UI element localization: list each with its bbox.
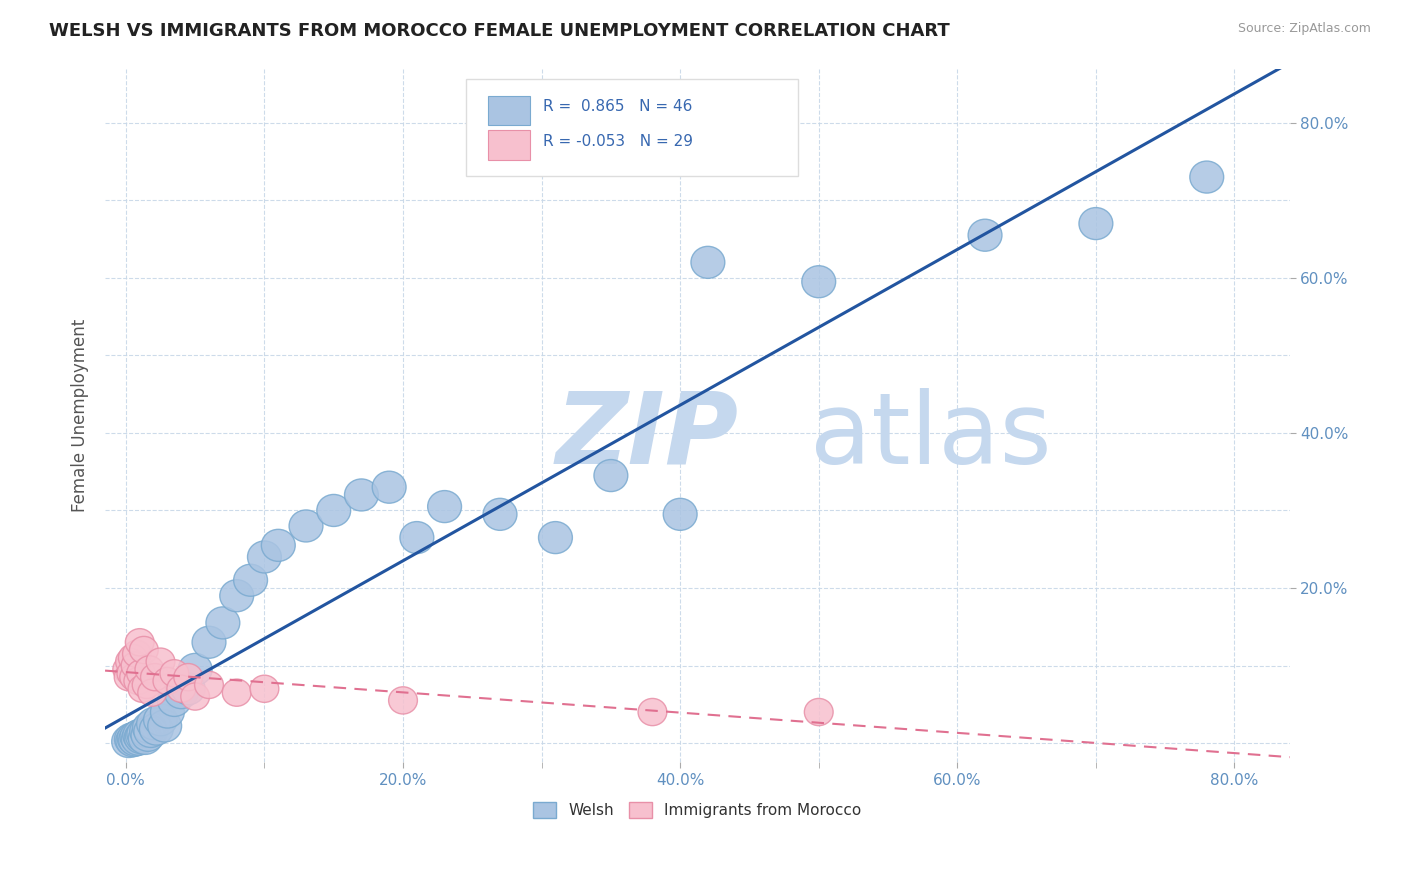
Ellipse shape <box>484 499 517 531</box>
Text: atlas: atlas <box>810 388 1052 484</box>
Ellipse shape <box>250 675 278 702</box>
Ellipse shape <box>664 499 697 531</box>
Ellipse shape <box>117 723 150 755</box>
Text: R =  0.865   N = 46: R = 0.865 N = 46 <box>544 99 693 114</box>
Ellipse shape <box>146 648 174 675</box>
Ellipse shape <box>111 725 146 757</box>
FancyBboxPatch shape <box>488 95 530 126</box>
Ellipse shape <box>165 677 198 708</box>
Ellipse shape <box>538 522 572 554</box>
Ellipse shape <box>638 698 666 726</box>
Ellipse shape <box>124 722 157 754</box>
Ellipse shape <box>262 529 295 561</box>
Legend: Welsh, Immigrants from Morocco: Welsh, Immigrants from Morocco <box>527 796 868 824</box>
Ellipse shape <box>141 664 169 690</box>
Ellipse shape <box>115 724 149 756</box>
Ellipse shape <box>373 471 406 503</box>
Ellipse shape <box>148 710 181 742</box>
Ellipse shape <box>167 675 195 702</box>
Ellipse shape <box>316 494 350 526</box>
Ellipse shape <box>127 660 156 687</box>
Y-axis label: Female Unemployment: Female Unemployment <box>72 318 89 512</box>
Ellipse shape <box>1078 208 1112 240</box>
Ellipse shape <box>127 718 160 750</box>
Ellipse shape <box>690 246 725 278</box>
Ellipse shape <box>138 679 166 706</box>
Ellipse shape <box>804 698 834 726</box>
Ellipse shape <box>114 723 148 756</box>
FancyBboxPatch shape <box>488 130 530 161</box>
Ellipse shape <box>399 522 434 554</box>
Ellipse shape <box>143 704 177 736</box>
Ellipse shape <box>134 715 167 747</box>
Ellipse shape <box>117 660 146 687</box>
Ellipse shape <box>135 656 165 683</box>
Ellipse shape <box>179 653 212 685</box>
Ellipse shape <box>128 723 162 755</box>
Ellipse shape <box>129 715 163 747</box>
Ellipse shape <box>194 672 224 698</box>
Ellipse shape <box>172 673 205 705</box>
Ellipse shape <box>593 459 628 491</box>
Ellipse shape <box>139 713 173 745</box>
Ellipse shape <box>181 683 209 710</box>
Ellipse shape <box>388 687 418 714</box>
Ellipse shape <box>128 675 157 702</box>
Ellipse shape <box>157 684 191 716</box>
Ellipse shape <box>118 724 152 756</box>
Ellipse shape <box>233 565 267 596</box>
Ellipse shape <box>122 719 156 751</box>
Ellipse shape <box>801 266 835 298</box>
Ellipse shape <box>132 712 166 744</box>
Text: WELSH VS IMMIGRANTS FROM MOROCCO FEMALE UNEMPLOYMENT CORRELATION CHART: WELSH VS IMMIGRANTS FROM MOROCCO FEMALE … <box>49 22 950 40</box>
Ellipse shape <box>344 479 378 511</box>
Ellipse shape <box>1189 161 1223 193</box>
Ellipse shape <box>290 510 323 542</box>
Ellipse shape <box>150 696 184 728</box>
Ellipse shape <box>969 219 1002 252</box>
Ellipse shape <box>120 664 149 690</box>
Ellipse shape <box>247 541 281 573</box>
Ellipse shape <box>427 491 461 523</box>
Ellipse shape <box>118 644 148 672</box>
Ellipse shape <box>129 636 159 664</box>
Ellipse shape <box>122 640 152 667</box>
Ellipse shape <box>121 723 155 756</box>
Ellipse shape <box>222 679 252 706</box>
Ellipse shape <box>205 607 240 639</box>
Text: ZIP: ZIP <box>555 388 738 484</box>
Ellipse shape <box>112 656 142 683</box>
Text: Source: ZipAtlas.com: Source: ZipAtlas.com <box>1237 22 1371 36</box>
Ellipse shape <box>153 667 181 695</box>
Ellipse shape <box>174 664 202 690</box>
Ellipse shape <box>120 721 153 753</box>
Ellipse shape <box>121 652 150 679</box>
Ellipse shape <box>136 707 170 739</box>
Ellipse shape <box>193 626 226 658</box>
FancyBboxPatch shape <box>467 78 799 176</box>
Ellipse shape <box>160 660 188 687</box>
Ellipse shape <box>131 719 165 751</box>
Ellipse shape <box>124 667 153 695</box>
Ellipse shape <box>125 629 155 656</box>
Text: R = -0.053   N = 29: R = -0.053 N = 29 <box>544 134 693 149</box>
Ellipse shape <box>115 648 145 675</box>
Ellipse shape <box>114 664 143 690</box>
Ellipse shape <box>125 720 159 752</box>
Ellipse shape <box>219 580 253 612</box>
Ellipse shape <box>132 672 162 698</box>
